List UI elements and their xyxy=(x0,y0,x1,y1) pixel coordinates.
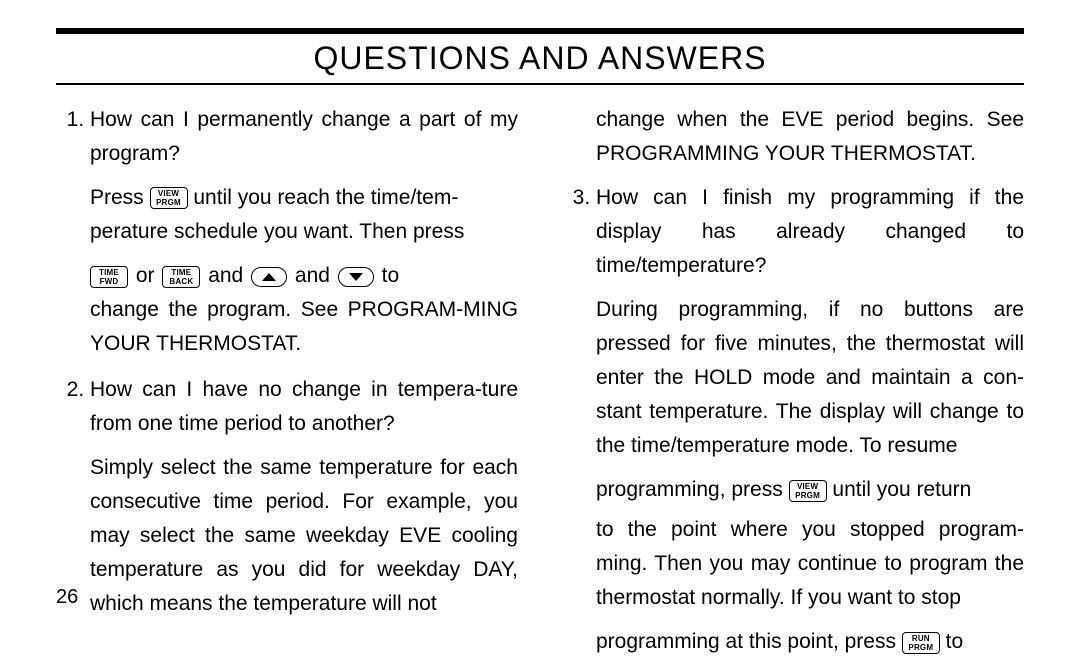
btn-l2: PRGM xyxy=(908,643,934,652)
a3-last-after: to xyxy=(946,630,964,653)
btn-l2: PRGM xyxy=(156,198,182,207)
view-prgm-button: VIEW PRGM xyxy=(789,480,827,502)
question-3: How can I finish my programming if the d… xyxy=(596,181,1024,659)
btn-l2: BACK xyxy=(168,277,194,286)
txt-or: or xyxy=(136,264,163,287)
btn-l1: VIEW xyxy=(795,482,821,491)
question-1: How can I permanently change a part of m… xyxy=(90,103,518,361)
a1-line1: Press VIEW PRGM until you reach the time… xyxy=(90,181,518,215)
a3-press-before: programming, press xyxy=(596,478,789,501)
qa-list-right: How can I finish my programming if the d… xyxy=(562,181,1024,659)
a1-line4: change the program. See PROGRAM-MING YOU… xyxy=(90,293,518,361)
top-rule-thick xyxy=(56,28,1024,34)
page-number: 26 xyxy=(56,586,78,609)
time-fwd-button: TIME FWD xyxy=(90,266,128,288)
two-column-layout: How can I permanently change a part of m… xyxy=(56,103,1024,671)
run-prgm-button: RUN PRGM xyxy=(902,632,940,654)
right-column: change when the EVE period begins. See P… xyxy=(562,103,1024,671)
q3-text: How can I finish my programming if the d… xyxy=(596,186,1024,277)
a1-line2: perature schedule you want. Then press xyxy=(90,215,518,249)
btn-l1: TIME xyxy=(96,268,122,277)
a3-p2: to the point where you stopped program-m… xyxy=(596,513,1024,615)
manual-page: QUESTIONS AND ANSWERS How can I permanen… xyxy=(0,0,1080,623)
qa-list-left: How can I permanently change a part of m… xyxy=(56,103,518,621)
view-prgm-button: VIEW PRGM xyxy=(150,187,188,209)
page-title: QUESTIONS AND ANSWERS xyxy=(56,40,1024,77)
right-inner: change when the EVE period begins. See P… xyxy=(562,103,1024,171)
a3-press-line: programming, press VIEW PRGM until you r… xyxy=(596,473,1024,507)
down-arrow-icon xyxy=(348,272,364,282)
question-2: How can I have no change in tempera-ture… xyxy=(90,373,518,621)
txt-and1: and xyxy=(208,264,251,287)
btn-l1: TIME xyxy=(168,268,194,277)
btn-l1: VIEW xyxy=(156,189,182,198)
txt-and2: and xyxy=(295,264,338,287)
a1-line3: TIME FWD or TIME BACK and xyxy=(90,259,518,293)
up-arrow-icon xyxy=(261,272,277,282)
up-arrow-button xyxy=(251,267,287,287)
txt-to: to xyxy=(382,264,400,287)
q1-text: How can I permanently change a part of m… xyxy=(90,108,518,165)
answer-1: Press VIEW PRGM until you reach the time… xyxy=(90,181,518,361)
a3-p1: During programming, if no buttons are pr… xyxy=(596,293,1024,463)
a2-continued: change when the EVE period begins. See P… xyxy=(596,103,1024,171)
down-arrow-button xyxy=(338,267,374,287)
answer-2: Simply select the same temperature for e… xyxy=(90,451,518,621)
btn-l1: RUN xyxy=(908,634,934,643)
a3-press-after: until you return xyxy=(832,478,971,501)
answer-3: During programming, if no buttons are pr… xyxy=(596,293,1024,659)
q2-text: How can I have no change in tempera-ture… xyxy=(90,378,518,435)
a1-after: until you reach the time/tem- xyxy=(193,186,458,209)
a3-last-line: programming at this point, press RUN PRG… xyxy=(596,625,1024,659)
top-rule-thin xyxy=(56,83,1024,85)
time-back-button: TIME BACK xyxy=(162,266,200,288)
btn-l2: PRGM xyxy=(795,491,821,500)
a3-last-before: programming at this point, press xyxy=(596,630,902,653)
btn-l2: FWD xyxy=(96,277,122,286)
a1-before: Press xyxy=(90,186,150,209)
left-column: How can I permanently change a part of m… xyxy=(56,103,518,671)
